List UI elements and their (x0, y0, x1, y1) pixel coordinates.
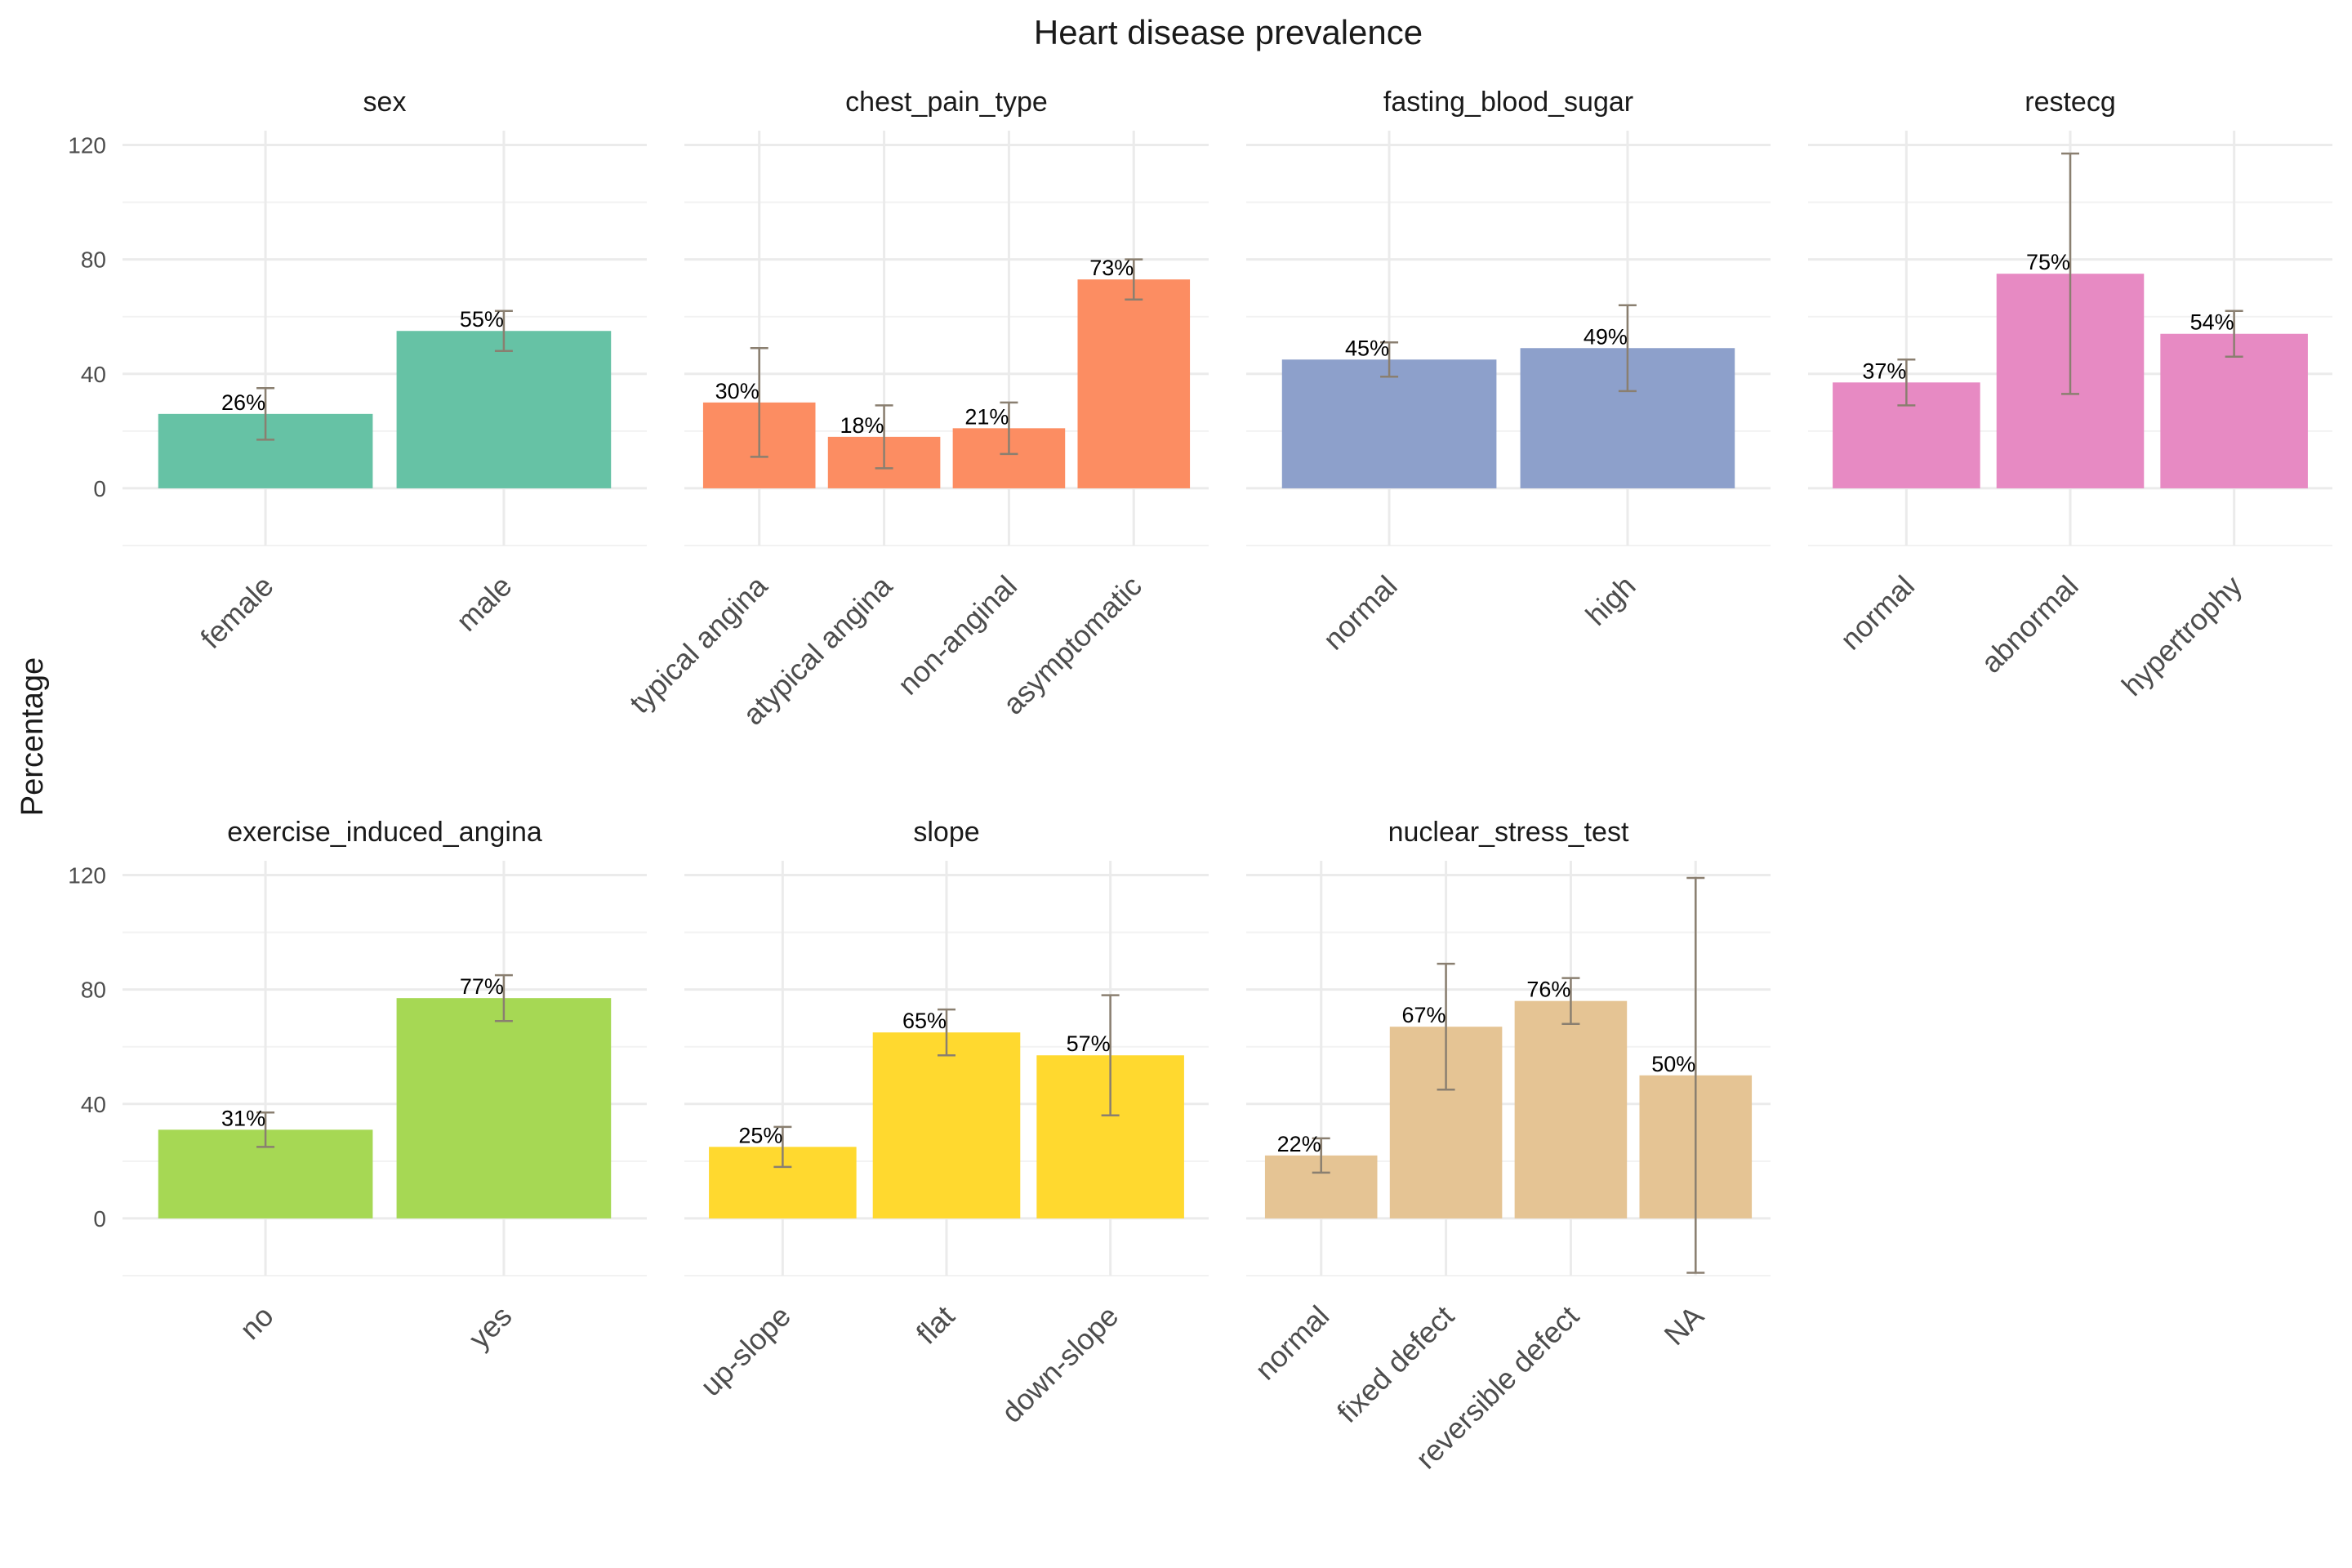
x-tick-label: flat (910, 1299, 961, 1351)
facet-title: sex (363, 87, 407, 118)
error-bar (1686, 876, 1705, 1274)
data-label: 49% (1584, 324, 1628, 349)
error-bar (1897, 359, 1916, 407)
y-tick-label: 40 (81, 1092, 106, 1117)
facet-panel-restecg: restecg 37% normal 75% abnormal 54% hypertroph… (1808, 87, 2332, 702)
x-tick-label: non-anginal (891, 569, 1023, 702)
facet-title: restecg (2025, 87, 2116, 118)
y-tick-label: 40 (81, 362, 106, 387)
error-bar (1380, 341, 1399, 378)
x-tick-label: male (449, 569, 518, 638)
error-bar (773, 1125, 792, 1169)
error-bar (494, 973, 513, 1022)
error-bar (1101, 994, 1120, 1117)
data-label: 21% (964, 404, 1009, 429)
x-tick-label: normal (1833, 569, 1921, 657)
data-label: 37% (1862, 359, 1906, 383)
x-tick-label: fixed defect (1330, 1299, 1460, 1429)
x-tick-label: no (233, 1299, 279, 1346)
facet-panels: sex 0 40 80 120 26% female 55% male chest_pain_ty… (68, 87, 2332, 1475)
data-label: 55% (460, 307, 504, 332)
y-axis-label: Percentage (16, 657, 50, 816)
error-bar (2061, 152, 2079, 395)
facet-panel-fasting_blood_sugar: fasting_blood_sugar 45% normal 49% high (1246, 87, 1771, 656)
x-tick-label: yes (462, 1299, 519, 1356)
x-tick-label: down-slope (995, 1299, 1125, 1429)
bar (1514, 1000, 1628, 1218)
error-bar (256, 387, 275, 441)
facet-panel-exercise_induced_angina: exercise_induced_angina 0 40 80 120 31% no 77% y… (68, 817, 647, 1355)
facet-title: chest_pain_type (845, 87, 1048, 118)
facet-panel-sex: sex 0 40 80 120 26% female 55% male (68, 87, 647, 655)
facet-title: fasting_blood_sugar (1383, 87, 1633, 118)
y-tick-label: 120 (68, 863, 106, 889)
x-tick-label: hypertrophy (2115, 569, 2248, 702)
data-label: 76% (1526, 978, 1570, 1002)
facet-panel-slope: slope 25% up-slope 65% flat 57% down-slope (684, 817, 1209, 1429)
data-label: 65% (902, 1009, 947, 1033)
data-label: 45% (1345, 336, 1389, 360)
error-bar (1125, 258, 1143, 301)
data-label: 67% (1402, 1003, 1446, 1027)
bar (1077, 279, 1191, 488)
bar (2160, 333, 2308, 488)
bar (1281, 359, 1497, 488)
x-tick-label: female (194, 569, 279, 655)
data-label: 18% (840, 413, 884, 438)
bar (872, 1032, 1021, 1218)
data-label: 22% (1277, 1132, 1321, 1156)
y-tick-label: 0 (93, 1206, 106, 1232)
x-tick-label: NA (1658, 1299, 1710, 1352)
bar (396, 998, 612, 1218)
data-label: 73% (1089, 256, 1134, 280)
x-tick-label: abnormal (1975, 569, 2085, 679)
error-bar (1437, 962, 1455, 1091)
facet-title: slope (913, 817, 979, 848)
error-bar (750, 347, 768, 458)
error-bar (938, 1008, 956, 1057)
y-tick-label: 80 (81, 247, 106, 273)
error-bar (1312, 1137, 1330, 1174)
data-label: 30% (715, 379, 760, 403)
error-bar (2225, 310, 2243, 359)
data-label: 57% (1067, 1031, 1111, 1056)
x-tick-label: normal (1249, 1299, 1336, 1387)
bar (396, 331, 612, 488)
y-tick-label: 0 (93, 476, 106, 501)
data-label: 31% (221, 1106, 265, 1130)
error-bar (494, 310, 513, 353)
facet-panel-nuclear_stress_test: nuclear_stress_test 22% normal 67% fixed def… (1246, 817, 1771, 1475)
data-label: 50% (1651, 1052, 1695, 1076)
x-tick-label: high (1579, 569, 1642, 632)
data-label: 54% (2190, 310, 2234, 335)
x-tick-label: normal (1316, 569, 1404, 657)
data-label: 75% (2026, 250, 2070, 274)
error-bar (1561, 977, 1580, 1025)
error-bar (875, 404, 893, 470)
x-tick-label: up-slope (693, 1299, 797, 1403)
data-label: 25% (738, 1123, 782, 1147)
data-label: 77% (460, 974, 504, 999)
error-bar (256, 1111, 275, 1148)
y-tick-label: 120 (68, 133, 106, 158)
facet-title: exercise_induced_angina (227, 817, 542, 848)
facet-title: nuclear_stress_test (1388, 817, 1629, 848)
data-label: 26% (221, 390, 265, 415)
chart-title: Heart disease prevalence (1034, 13, 1423, 51)
error-bar (1618, 304, 1637, 393)
y-tick-label: 80 (81, 978, 106, 1003)
error-bar (1000, 401, 1018, 456)
